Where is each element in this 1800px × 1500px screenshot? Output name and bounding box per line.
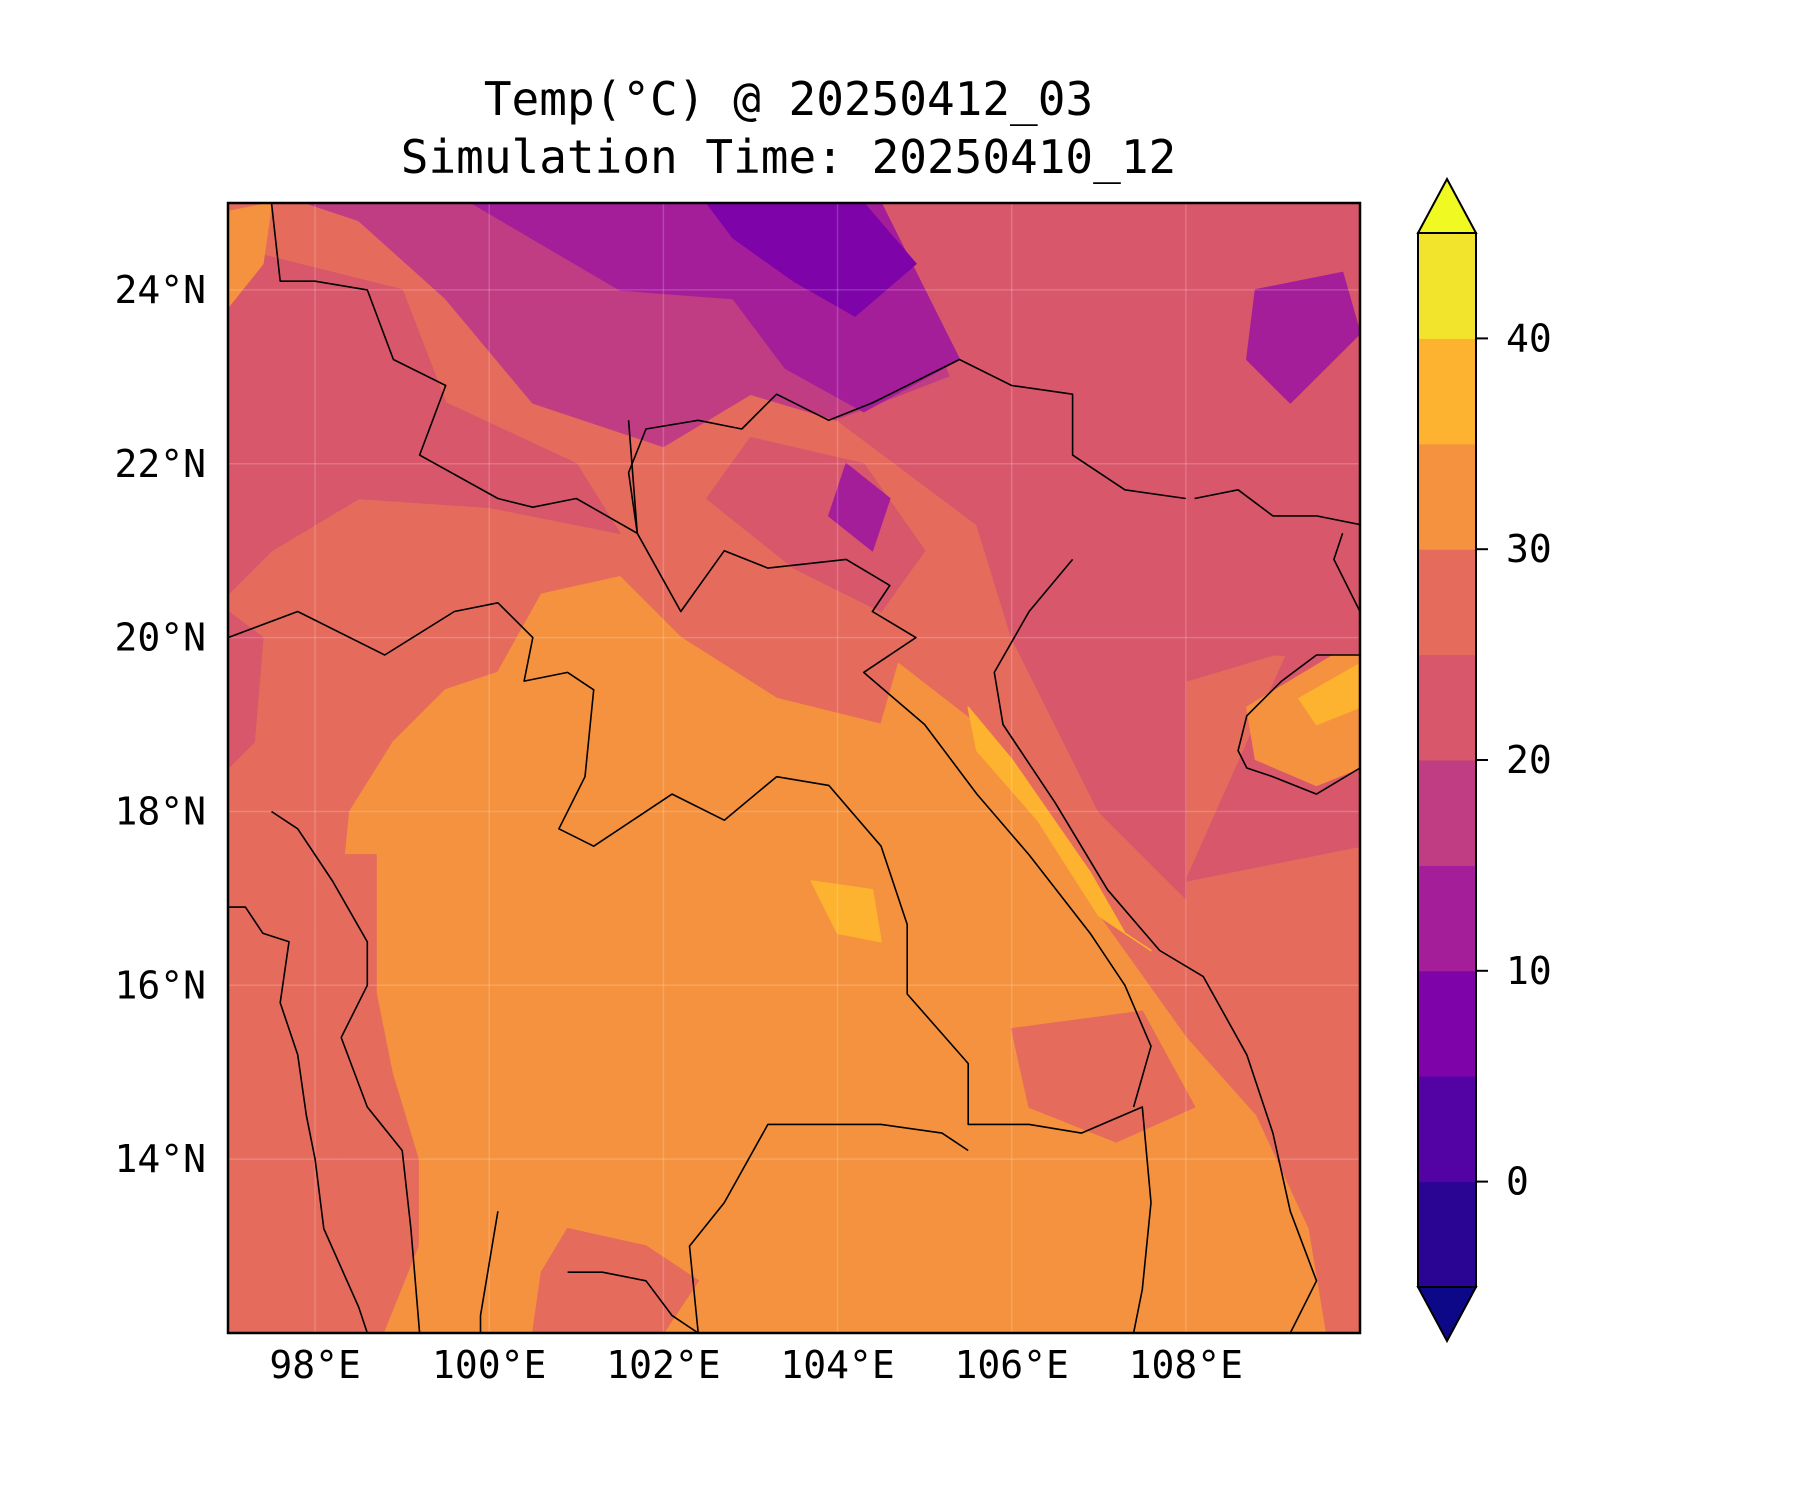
map-title: Temp(°C) @ 20250412_03 [483,72,1094,126]
boundary-line [1237,654,1360,795]
lon-tick-label: 98°E [269,1343,361,1387]
map-frame [226,201,1362,1335]
lat-tick-label: 18°N [114,789,206,833]
longitude-tick-labels: 98°E 100°E 102°E 104°E 106°E 108°E [269,1343,1243,1387]
contour-region-30-35 [228,203,273,309]
colorbar-bin [1418,654,1476,761]
colorbar-tick-label: 30 [1506,527,1552,571]
boundary-line [228,906,369,1333]
contour-region-20-25 [706,436,926,613]
colorbar-tick-label: 0 [1506,1160,1529,1204]
colorbar-tick-label: 40 [1506,316,1552,360]
contour-region-35-40 [967,706,1152,952]
contour-region-30-35 [340,576,1326,1333]
colorbar-extend-under [1416,1286,1478,1344]
contour-region-20-25 [836,203,1360,900]
lat-tick-label: 20°N [114,616,206,660]
colorbar-bin [1418,338,1476,445]
boundary-line [1333,533,1360,612]
boundary-line [479,1211,499,1333]
lat-tick-label: 24°N [114,268,206,312]
colorbar-tick-label: 20 [1506,738,1552,782]
temperature-contour-regions [228,203,1360,1333]
colorbar-tick-label: 10 [1506,949,1552,993]
map-gridlines [228,203,1360,1333]
lon-tick-label: 108°E [1129,1343,1243,1387]
boundary-line [271,810,421,1333]
boundary-line [993,558,1318,1333]
contour-region-20-25 [228,245,621,595]
colorbar-bin [1418,443,1476,550]
lon-tick-label: 102°E [606,1343,720,1387]
map-plot-area [228,203,1360,1333]
colorbar-bin [1418,1181,1476,1288]
lon-tick-label: 106°E [954,1343,1068,1387]
boundary-line [1194,489,1360,526]
boundary-line [688,1123,969,1333]
colorbar-bin [1418,760,1476,866]
lat-tick-label: 16°N [114,963,206,1007]
map-coastlines-and-borders [228,203,1360,1333]
colorbar-bin [1418,1076,1476,1183]
contour-region-10-15 [1246,271,1360,404]
contour-region-35-40 [1298,662,1360,726]
boundary-line [228,602,1152,1333]
colorbar: 0 10 20 30 40 [1416,176,1552,1344]
lon-tick-label: 104°E [780,1343,894,1387]
lon-tick-label: 100°E [432,1343,546,1387]
map-subtitle: Simulation Time: 20250410_12 [400,130,1177,184]
contour-region-10-15 [828,463,891,552]
lat-tick-label: 14°N [114,1137,206,1181]
colorbar-ticks: 0 10 20 30 40 [1476,316,1552,1204]
contour-region-5-10 [706,203,917,317]
boundary-line [270,203,1186,535]
lat-tick-label: 22°N [114,442,206,486]
colorbar-bin [1418,865,1476,972]
contour-region-35-40 [810,880,882,943]
colorbar-bin [1418,233,1476,339]
contour-region-25-30 [1010,1010,1196,1143]
colorbar-bins [1416,176,1478,1344]
colorbar-bin [1418,970,1476,1077]
latitude-tick-labels: 24°N 22°N 20°N 18°N 16°N 14°N [114,268,206,1181]
colorbar-extend-over [1416,176,1478,234]
colorbar-bin [1418,549,1476,656]
boundary-line [567,1271,699,1333]
boundary-line [627,420,1152,1108]
contour-region-25-30 [532,1227,699,1333]
